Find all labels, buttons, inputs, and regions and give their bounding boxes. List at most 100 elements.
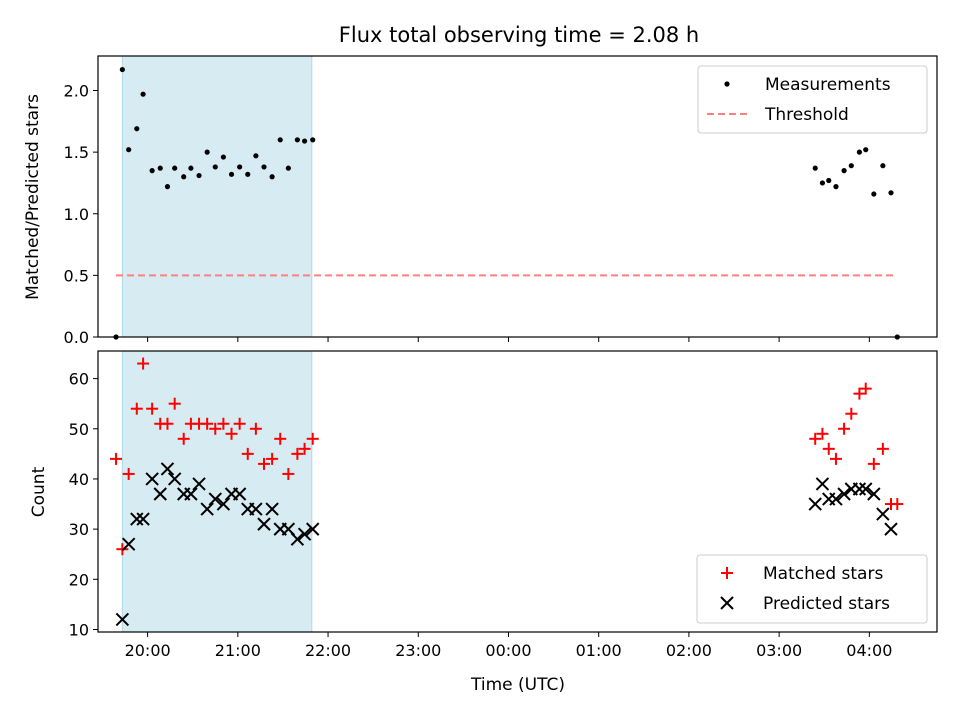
predicted-star-point [884,522,898,536]
measurement-point [261,164,267,170]
predicted-star-point [167,472,182,486]
x-tick-label: 03:00 [756,641,802,660]
measurement-point [126,147,132,153]
matched-star-point [225,427,238,440]
matched-star-point [845,407,858,420]
x-tick-label: 22:00 [305,641,351,660]
matched-star-point [876,442,889,455]
axis-ticks: 0.0 0.5 1.0 1.5 2.0 10 20 30 40 50 60 20:00 21:00 22:… [64,82,893,660]
measurement-point [204,149,210,155]
x-tick-label: 02:00 [666,641,712,660]
predicted-star-point [216,497,231,511]
measurement-point [841,168,847,174]
matched-star-point [137,357,150,370]
matched-star-point [829,452,842,465]
y-tick-label: 60 [69,370,89,389]
observing-window-span [121,55,313,338]
matched-star-point [282,467,295,480]
matched-star-point [209,422,222,435]
predicted-star-point [257,517,271,531]
bottom-axes-frame [97,350,938,633]
x-tick-label: 00:00 [485,641,531,660]
x-tick-label: 23:00 [395,641,441,660]
top-axes-frame [97,55,938,338]
measurement-point [228,171,235,177]
predicted-star-point [145,472,159,486]
matched-star-point [274,432,287,445]
top-legend: Measurements Threshold [697,65,928,134]
measurement-point [812,165,818,171]
predicted-star-point [290,532,305,546]
measurement-point [157,165,163,171]
predicted-star-point [829,492,843,506]
measurement-point [294,137,300,143]
matched-star-point [201,417,214,430]
y-tick-label: 0.0 [64,328,89,347]
observing-window-span [121,350,313,633]
measurement-point [880,163,886,169]
measurement-point [269,174,275,180]
matched-star-point [122,467,135,480]
matched-star-point [853,387,866,400]
measurement-point [301,138,308,144]
matched-star-point [809,432,822,445]
predicted-star-point [265,502,279,516]
legend-marker-predicted [720,596,734,610]
matched-star-point [891,498,904,511]
matched-star-point [291,447,304,460]
measurement-point [833,184,839,190]
y-tick-label: 1.0 [64,205,89,224]
matched-star-point [266,452,279,465]
bottom-plot-marks [110,357,904,627]
measurement-point [863,147,869,153]
bottom-legend: Matched stars Predicted stars [696,554,928,624]
matched-star-point [257,457,270,470]
measurement-point [134,126,140,132]
chart-title: Flux total observing time = 2.08 h [339,23,699,47]
predicted-star-point [815,477,830,491]
matched-star-point [306,432,319,445]
predicted-star-point [867,487,881,501]
measurement-point [220,154,226,160]
x-tick-label: 20:00 [125,641,171,660]
matched-star-point [110,452,123,465]
legend-label-matched: Matched stars [763,564,883,584]
predicted-star-point [306,522,320,536]
matched-star-point [233,417,246,430]
matched-star-point [816,427,829,440]
predicted-star-point [297,527,312,541]
measurement-point [871,191,877,197]
y-tick-label: 2.0 [64,82,89,101]
y-tick-label: 50 [69,420,89,439]
legend-marker-matched [721,567,733,579]
measurement-point [856,149,863,155]
matched-star-point [130,402,143,415]
predicted-star-point [837,487,851,501]
predicted-star-point [232,487,247,501]
matched-star-point [168,397,181,410]
measurement-point [149,168,155,174]
matched-star-point [249,422,262,435]
predicted-star-point [249,502,263,516]
predicted-star-point [115,612,130,627]
measurement-point [140,91,146,97]
y-tick-label: 0.5 [64,266,89,285]
predicted-star-point [876,507,890,521]
predicted-star-point [852,482,867,496]
legend-label-predicted: Predicted stars [763,594,890,614]
predicted-star-point [160,462,175,476]
predicted-star-point [808,497,822,511]
legend-box [697,65,928,134]
measurement-point [277,137,283,143]
bottom-y-axis-label: Count [29,466,49,517]
y-tick-label: 30 [69,520,89,539]
measurement-point [181,174,187,180]
x-tick-label: 04:00 [846,641,892,660]
y-tick-label: 10 [69,620,89,639]
matched-star-point [867,457,880,470]
measurement-point [188,165,194,171]
measurement-point [285,165,291,171]
matched-star-point [161,417,174,430]
matched-star-point [146,402,159,415]
